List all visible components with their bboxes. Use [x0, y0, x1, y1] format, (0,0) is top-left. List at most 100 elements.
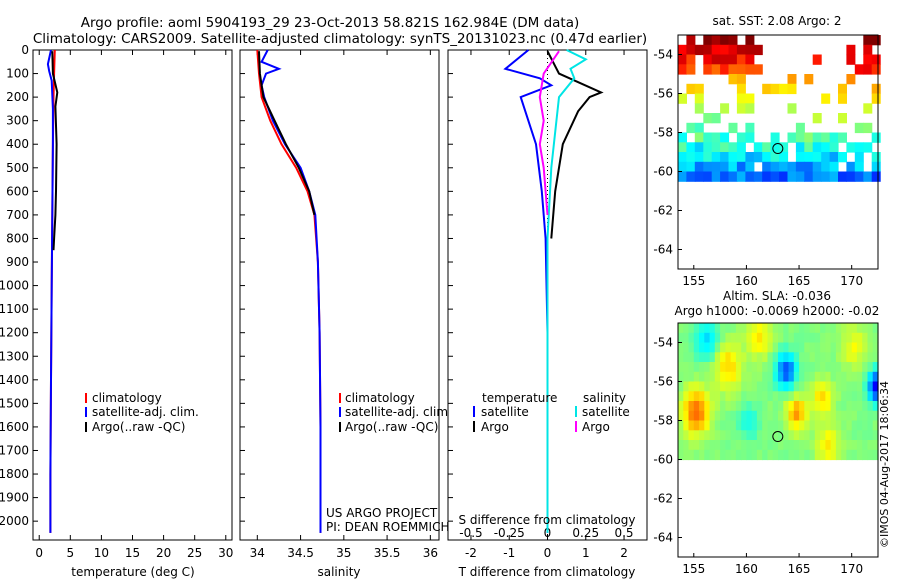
- sst-cell: [745, 171, 755, 182]
- sst-cell: [863, 103, 873, 114]
- sla-cell: [841, 352, 848, 363]
- sst-cell: [720, 161, 730, 173]
- sla-cell: [851, 342, 858, 353]
- sla-cell: [720, 440, 726, 451]
- sst-cell: [854, 161, 864, 173]
- sla-cell: [704, 420, 711, 431]
- sla-cell: [793, 352, 800, 363]
- sla-cell: [788, 323, 795, 334]
- sla-cell: [825, 420, 832, 431]
- sla-cell: [683, 342, 690, 353]
- sla-cell: [799, 401, 805, 412]
- sla-cell: [725, 342, 732, 353]
- sla-cell: [714, 371, 721, 383]
- sla-cell: [751, 332, 758, 344]
- sla-cell: [867, 449, 874, 461]
- sst-cell: [762, 161, 772, 173]
- sla-cell: [778, 430, 784, 441]
- sla-cell: [683, 449, 690, 461]
- sst-cell: [821, 93, 831, 104]
- y-tick-label: 1700: [0, 443, 29, 457]
- sst-cell: [753, 142, 763, 153]
- sla-cell: [693, 440, 700, 451]
- legend-title-salinity: salinity: [583, 391, 626, 405]
- x-tick-label: 35.5: [374, 546, 401, 560]
- sla-cell: [783, 371, 790, 383]
- sla-cell: [678, 342, 684, 353]
- sla-cell: [704, 401, 711, 412]
- sla-cell: [730, 440, 737, 451]
- sla-cell: [767, 323, 774, 334]
- sla-cell: [699, 323, 705, 334]
- sla-cell: [778, 323, 784, 334]
- sla-cell: [862, 323, 869, 334]
- sla-cell: [804, 323, 811, 334]
- sla-cell: [788, 440, 795, 451]
- sla-cell: [788, 420, 795, 431]
- sst-cell: [829, 132, 839, 143]
- y-tick-label: 100: [6, 67, 29, 81]
- legend-label-climatology: climatology: [345, 391, 415, 405]
- sla-cell: [778, 420, 784, 431]
- sla-cell: [778, 440, 784, 451]
- sla-cell: [741, 342, 748, 353]
- sla-cell: [809, 401, 816, 412]
- sla-cell: [714, 342, 721, 353]
- sla-cell: [704, 430, 711, 441]
- sst-cell: [787, 103, 797, 114]
- sla-cell: [683, 362, 690, 373]
- sla-cell: [841, 323, 848, 334]
- sla-cell: [709, 391, 716, 402]
- y-tick-label: 200: [6, 90, 29, 104]
- sla-cell: [746, 381, 753, 392]
- sla-cell: [741, 391, 748, 402]
- sla-cell: [762, 391, 769, 402]
- sla-cell: [741, 381, 748, 392]
- sla-cell: [841, 342, 848, 353]
- sla-cell: [720, 449, 726, 461]
- sla-cell: [778, 410, 784, 422]
- sla-cell: [778, 381, 784, 392]
- sla-cell: [778, 371, 784, 383]
- sla-cell: [751, 449, 758, 461]
- sst-cell: [686, 171, 696, 182]
- sst-cell: [770, 132, 780, 143]
- sla-cell: [825, 381, 832, 392]
- x-tick-label: 170: [840, 274, 863, 288]
- sla-cell: [746, 342, 753, 353]
- sla-cell: [793, 362, 800, 373]
- x-tick-label: 0: [35, 546, 43, 560]
- sla-cell: [841, 391, 848, 402]
- sla-cell: [841, 381, 848, 392]
- sla-cell: [814, 391, 821, 402]
- sla-cell: [730, 420, 737, 431]
- sst-cell: [795, 152, 805, 163]
- sst-cell: [720, 142, 730, 153]
- sla-cell: [746, 420, 753, 431]
- sla-cell: [814, 342, 821, 353]
- sla-cell: [767, 362, 774, 373]
- difference-series: [503, 49, 604, 533]
- sla-cell: [735, 371, 742, 383]
- sla-cell: [756, 381, 763, 392]
- sla-cell: [872, 362, 879, 373]
- sla-cell: [746, 410, 753, 422]
- sla-cell: [767, 401, 774, 412]
- credit-pi: PI: DEAN ROEMMICH: [326, 520, 449, 534]
- sla-cell: [830, 420, 837, 431]
- sla-cell: [862, 430, 869, 441]
- sla-cell: [851, 410, 858, 422]
- sst-cell: [871, 93, 881, 104]
- sla-cell: [704, 362, 711, 373]
- sla-cell: [872, 449, 879, 461]
- sla-cell: [820, 342, 826, 353]
- y-tick-label: 700: [6, 208, 29, 222]
- sla-cell: [867, 342, 874, 353]
- sst-cell: [863, 44, 873, 56]
- sla-cell: [809, 420, 816, 431]
- sla-cell: [783, 391, 790, 402]
- sst-cell: [753, 64, 763, 75]
- sst-cell: [863, 54, 873, 65]
- sst-cell: [711, 132, 721, 143]
- sla-cell: [683, 430, 690, 441]
